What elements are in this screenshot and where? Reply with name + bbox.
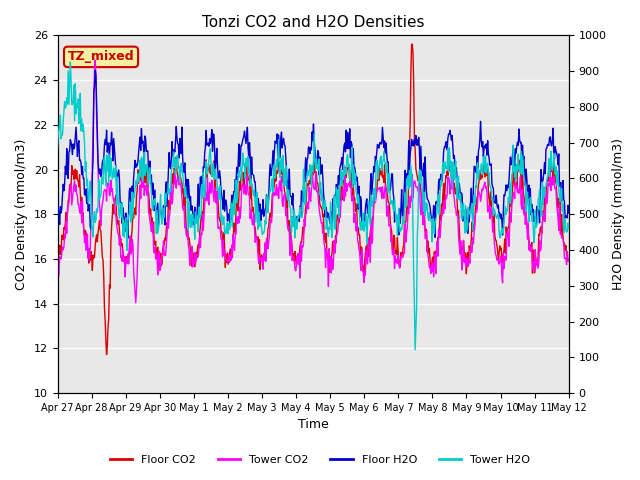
Y-axis label: H2O Density (mmol/m3): H2O Density (mmol/m3) [612, 138, 625, 290]
X-axis label: Time: Time [298, 419, 328, 432]
Y-axis label: CO2 Density (mmol/m3): CO2 Density (mmol/m3) [15, 139, 28, 290]
Title: Tonzi CO2 and H2O Densities: Tonzi CO2 and H2O Densities [202, 15, 424, 30]
Legend: Floor CO2, Tower CO2, Floor H2O, Tower H2O: Floor CO2, Tower CO2, Floor H2O, Tower H… [105, 451, 535, 469]
Text: TZ_mixed: TZ_mixed [68, 50, 134, 63]
